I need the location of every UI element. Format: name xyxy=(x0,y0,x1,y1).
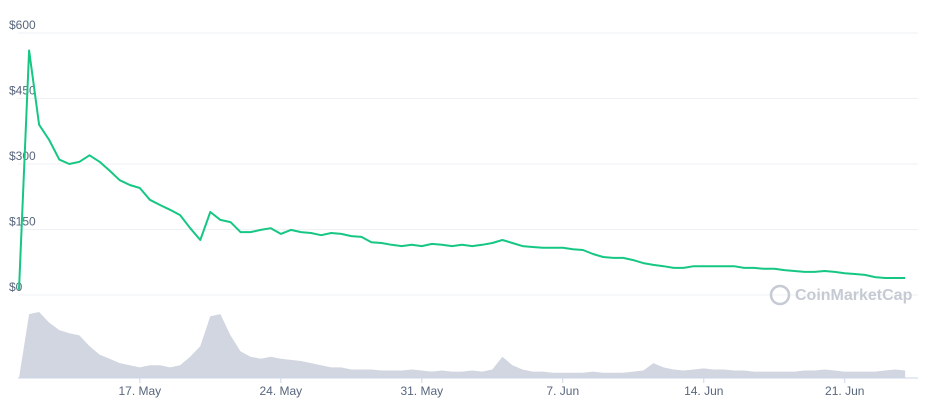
x-tick-label: 14. Jun xyxy=(684,384,723,398)
watermark-text: CoinMarketCap xyxy=(795,287,913,304)
x-tick-label: 24. May xyxy=(259,384,302,398)
y-tick-label: $450 xyxy=(9,84,36,98)
price-line xyxy=(18,49,906,290)
x-tick-label: 7. Jun xyxy=(546,384,579,398)
y-tick-label: $600 xyxy=(9,18,36,32)
watermark-logo xyxy=(769,284,791,306)
x-tick-label: 21. Jun xyxy=(825,384,864,398)
watermark: CoinMarketCap xyxy=(769,284,913,306)
x-tick-label: 31. May xyxy=(400,384,443,398)
y-tick-label: $300 xyxy=(9,149,36,163)
x-tick-label: 17. May xyxy=(118,384,161,398)
y-tick-label: $0 xyxy=(9,280,23,294)
volume-area xyxy=(19,312,906,378)
